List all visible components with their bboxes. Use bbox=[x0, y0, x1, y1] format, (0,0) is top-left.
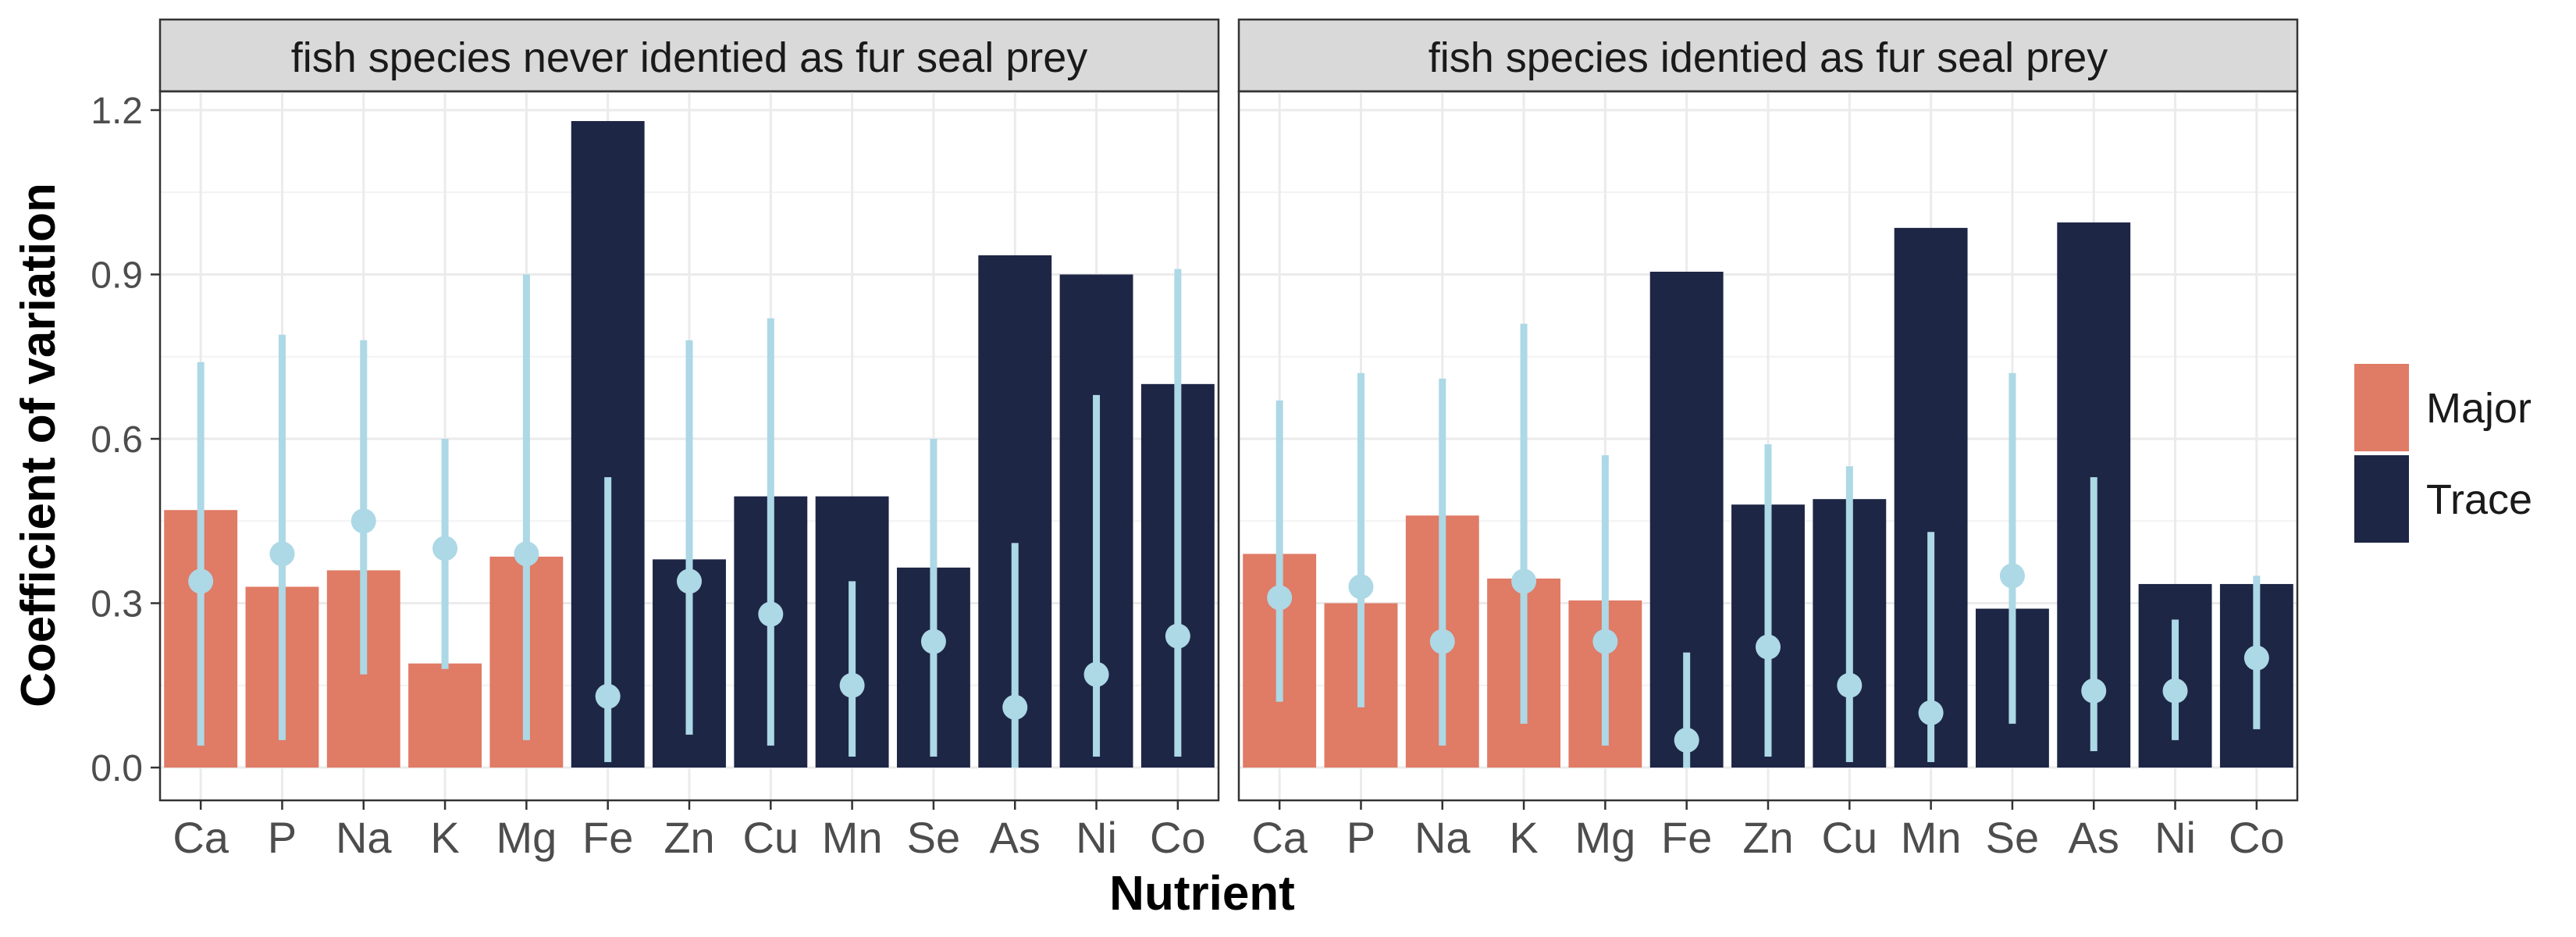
x-tick-label-na: Na bbox=[1414, 813, 1471, 862]
median-point-mn bbox=[839, 672, 865, 698]
median-point-fe bbox=[1674, 727, 1699, 753]
x-tick-label-p: P bbox=[1347, 813, 1375, 862]
bar-k bbox=[408, 663, 482, 768]
x-tick-label-k: K bbox=[430, 813, 459, 862]
panel-title-1: fish species never identied as fur seal … bbox=[291, 34, 1088, 81]
x-tick-label-mn: Mn bbox=[822, 813, 883, 862]
x-tick-label-mg: Mg bbox=[496, 813, 557, 862]
x-axis-title: Nutrient bbox=[1109, 867, 1295, 921]
median-point-ni bbox=[2162, 678, 2188, 704]
panel-strip-1 bbox=[158, 18, 1220, 93]
median-point-zn bbox=[677, 568, 702, 594]
x-tick-label-ca: Ca bbox=[173, 813, 229, 862]
x-tick-label-fe: Fe bbox=[582, 813, 633, 862]
median-point-mg bbox=[1592, 629, 1618, 654]
y-tick-label: 1.2 bbox=[91, 91, 143, 132]
legend-label-major: Major bbox=[2426, 385, 2532, 432]
median-point-cu bbox=[758, 601, 784, 627]
median-point-ca bbox=[188, 568, 214, 594]
x-tick-label-se: Se bbox=[1986, 813, 2040, 862]
legend: Major Trace bbox=[2354, 364, 2532, 543]
x-tick-label-co: Co bbox=[1150, 813, 1206, 862]
median-point-p bbox=[1348, 574, 1374, 600]
x-tick-label-as: As bbox=[990, 813, 1041, 862]
median-point-k bbox=[432, 536, 458, 561]
median-point-as bbox=[2081, 678, 2107, 704]
median-point-na bbox=[350, 508, 376, 534]
x-tick-label-fe: Fe bbox=[1661, 813, 1712, 862]
x-tick-label-cu: Cu bbox=[1822, 813, 1878, 862]
median-point-mg bbox=[514, 541, 539, 567]
median-point-se bbox=[920, 629, 946, 654]
x-tick-label-p: P bbox=[268, 813, 297, 862]
x-tick-label-mg: Mg bbox=[1574, 813, 1635, 862]
median-point-p bbox=[269, 541, 295, 567]
x-tick-label-as: As bbox=[2069, 813, 2119, 862]
x-tick-label-mn: Mn bbox=[1901, 813, 1962, 862]
data-layer: Ca P Na K Mg Fe Zn Cu Mn Se As Ni Co Ca P Na K Mg Fe Zn Cu Mn… bbox=[91, 90, 2299, 862]
y-tick-label: 0.0 bbox=[91, 748, 143, 789]
median-point-zn bbox=[1756, 634, 1781, 660]
x-tick-label-k: K bbox=[1509, 813, 1538, 862]
x-tick-label-ca: Ca bbox=[1251, 813, 1308, 862]
x-tick-label-co: Co bbox=[2229, 813, 2285, 862]
median-point-ca bbox=[1267, 585, 1293, 611]
panel-title-2: fish species identied as fur seal prey bbox=[1429, 34, 2108, 81]
x-tick-label-na: Na bbox=[336, 813, 392, 862]
x-tick-label-zn: Zn bbox=[664, 813, 714, 862]
x-tick-label-cu: Cu bbox=[743, 813, 799, 862]
y-tick-label: 0.9 bbox=[91, 255, 143, 297]
median-point-cu bbox=[1837, 672, 1863, 698]
median-point-ni bbox=[1083, 661, 1109, 687]
legend-key-trace bbox=[2354, 455, 2409, 543]
y-tick-label: 0.6 bbox=[91, 419, 143, 461]
median-point-na bbox=[1429, 629, 1455, 654]
x-tick-label-ni: Ni bbox=[1076, 813, 1117, 862]
y-tick-label: 0.3 bbox=[91, 584, 143, 625]
median-point-co bbox=[1165, 623, 1190, 649]
y-axis-title: Coefficient of variation bbox=[12, 183, 66, 707]
legend-key-major bbox=[2354, 364, 2409, 451]
median-point-fe bbox=[595, 683, 621, 709]
legend-label-trace: Trace bbox=[2426, 476, 2532, 523]
x-tick-label-se: Se bbox=[907, 813, 961, 862]
x-tick-label-zn: Zn bbox=[1742, 813, 1793, 862]
median-point-mn bbox=[1918, 700, 1944, 725]
median-point-co bbox=[2243, 645, 2269, 671]
median-point-as bbox=[1002, 694, 1028, 720]
x-tick-label-ni: Ni bbox=[2154, 813, 2196, 862]
median-point-k bbox=[1511, 568, 1537, 594]
median-point-se bbox=[1999, 563, 2025, 589]
